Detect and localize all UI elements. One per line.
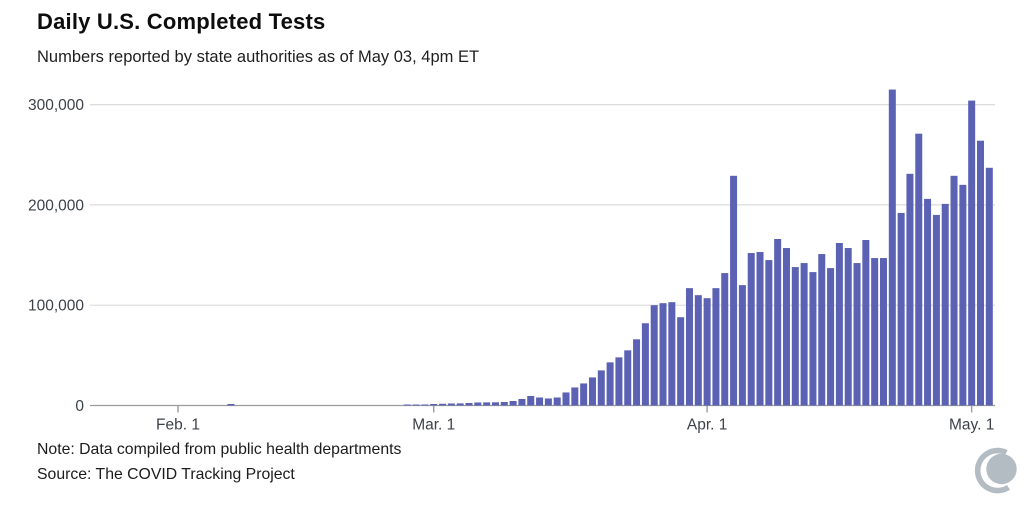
bar [924,198,932,406]
bar [456,403,464,406]
bar [932,214,940,406]
bar [606,362,614,406]
bar [465,402,473,406]
bar [730,175,738,406]
chart-subtitle: Numbers reported by state authorities as… [37,48,480,66]
bar [491,402,499,406]
bar [968,100,976,406]
bar [430,404,438,406]
bar [227,404,235,406]
bar [765,260,773,406]
bar [756,252,764,406]
x-tick-label: Mar. 1 [412,417,455,434]
bar [976,140,984,406]
bar [633,339,641,406]
bar [447,403,455,406]
bar [782,248,790,406]
bar [985,167,993,406]
bar-chart: 0 100,000 200,000 300,000 Feb. 1 Mar. 1 Apr. 1… [28,89,995,434]
bar [562,392,570,406]
chart-note: Note: Data compiled from public health d… [37,441,402,458]
bar [827,268,835,406]
bar [544,398,552,406]
bar [518,398,526,406]
bar [950,175,958,406]
bar [685,288,693,406]
bar [677,317,685,406]
bar [703,298,711,406]
bar [879,258,887,406]
bar [694,295,702,406]
bar [553,397,561,406]
bar [800,263,808,406]
bar [659,303,667,406]
bar [615,357,623,406]
bar [853,263,861,406]
bar [588,377,596,406]
y-tick-label: 100,000 [28,298,84,315]
bar [844,248,852,406]
bar [774,239,782,406]
bar [809,272,817,406]
bar [835,243,843,406]
chart-title: Daily U.S. Completed Tests [37,9,326,34]
chart-source: Source: The COVID Tracking Project [37,466,295,483]
y-tick-label: 0 [75,398,84,415]
bar [536,397,544,406]
bar [888,89,896,406]
bar [941,203,949,406]
bar [597,370,605,406]
bar [871,258,879,406]
y-tick-label: 300,000 [28,97,84,114]
bar [906,173,914,406]
bar [509,400,517,406]
bar [571,387,579,406]
bar [412,404,420,406]
bar [439,403,447,406]
bar [624,350,632,406]
bar [791,267,799,406]
bar [738,285,746,406]
bar [483,402,491,406]
bar [580,383,588,406]
bar [668,302,676,406]
bar [712,288,720,406]
bar [747,253,755,406]
covid-tracking-project-logo-icon [974,447,1017,494]
x-tick-label: May. 1 [949,417,994,434]
bar [915,133,923,406]
bar [818,254,826,406]
bar [527,395,535,406]
bar [897,212,905,406]
bar [650,305,658,406]
y-tick-label: 200,000 [28,197,84,214]
bar [959,184,967,406]
bar [500,401,508,406]
bar [641,323,649,406]
bar [862,240,870,406]
x-tick-label: Apr. 1 [687,417,728,434]
bar [721,273,729,406]
bar [403,404,411,406]
x-tick-label: Feb. 1 [156,417,200,434]
bar [474,402,482,406]
bar [421,404,429,406]
